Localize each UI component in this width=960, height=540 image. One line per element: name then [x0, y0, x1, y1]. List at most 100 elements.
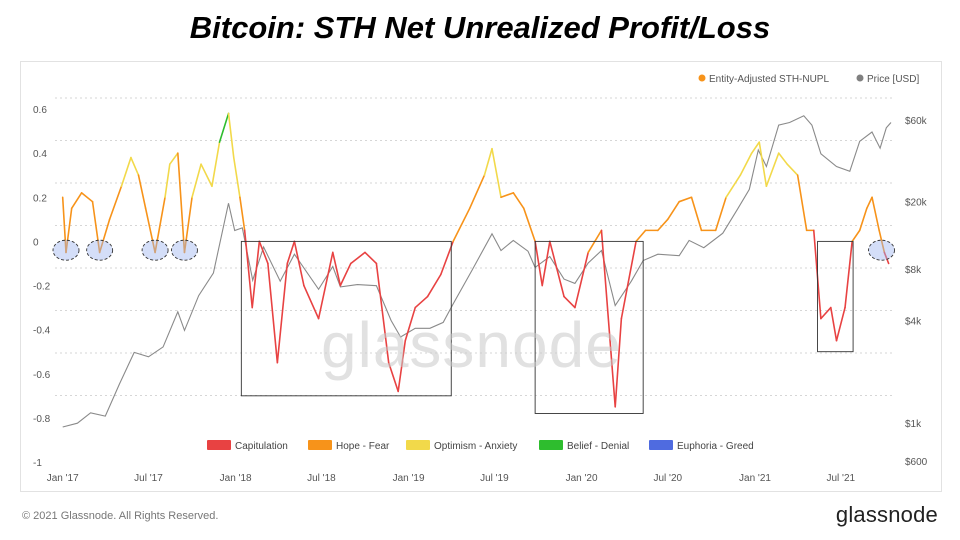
nupl-segment	[168, 152, 179, 165]
nupl-segment	[426, 273, 442, 298]
nupl-segment	[137, 174, 147, 210]
nupl-segment	[844, 240, 853, 309]
nupl-segment	[777, 152, 789, 165]
nupl-segment	[183, 196, 193, 254]
nupl-segment	[364, 251, 378, 265]
nupl-segment	[227, 112, 235, 159]
nupl-segment	[725, 174, 742, 199]
legend-top-label: Entity-Adjusted STH-NUPL	[709, 74, 829, 85]
price-line	[62, 115, 892, 428]
nupl-segment	[657, 218, 669, 232]
nupl-segment	[177, 152, 186, 254]
y-right-tick-label: $8k	[905, 265, 922, 276]
y-left-tick-label: -0.4	[33, 326, 51, 337]
nupl-segment	[239, 196, 246, 232]
highlight-circle	[171, 239, 198, 261]
nupl-segment	[796, 174, 808, 232]
y-left-tick-label: 0	[33, 237, 39, 248]
x-tick-label: Jan '18	[220, 473, 252, 484]
x-tick-label: Jan '20	[566, 473, 598, 484]
nupl-segment	[191, 163, 202, 199]
nupl-segment	[80, 192, 94, 203]
nupl-segment	[293, 240, 305, 287]
nupl-segment	[414, 295, 429, 309]
nupl-series	[61, 112, 890, 408]
nupl-segment	[339, 262, 352, 287]
legend-bottom-swatch	[308, 440, 332, 450]
highlight-circle	[868, 239, 895, 261]
nupl-segment	[830, 306, 838, 342]
nupl-segment	[65, 207, 73, 254]
legend-bottom-swatch	[539, 440, 563, 450]
y-left-tick-label: 0.6	[33, 105, 47, 116]
highlight-circle	[141, 239, 169, 261]
y-right-tick-label: $60k	[905, 116, 928, 127]
nupl-segment	[750, 141, 761, 154]
footer-logo: glassnode	[835, 502, 938, 527]
nupl-segment	[871, 196, 880, 232]
nupl-segment	[91, 200, 101, 254]
y-right-tick-label: $20k	[905, 197, 928, 208]
nupl-segment	[866, 196, 873, 210]
nupl-segment	[714, 196, 727, 232]
x-tick-label: Jul '18	[307, 473, 336, 484]
capitulation-box	[534, 240, 644, 414]
y-left-tick-label: 0.4	[33, 149, 47, 160]
nupl-segment	[218, 112, 230, 143]
legend-top-label: Price [USD]	[867, 74, 919, 85]
nupl-segment	[164, 163, 171, 199]
nupl-segment	[491, 147, 502, 199]
nupl-segment	[258, 240, 269, 265]
legend-bottom-label: Optimism - Anxiety	[434, 441, 517, 452]
footer-copyright: © 2021 Glassnode. All Rights Reserved.	[22, 510, 219, 522]
legend-bottom-swatch	[406, 440, 430, 450]
nupl-segment	[678, 196, 693, 203]
nupl-segment	[98, 218, 111, 254]
x-tick-label: Jul '21	[826, 473, 855, 484]
nupl-segment	[267, 262, 279, 364]
capitulation-boxes	[240, 240, 854, 414]
highlight-circle	[86, 239, 114, 261]
x-axis: Jan '17 Jul '17 Jan '18 Jul '18 Jan '19 Jul '…	[47, 473, 856, 484]
y-left-tick-label: -0.6	[33, 370, 51, 381]
nupl-segment	[667, 200, 680, 221]
nupl-segment	[200, 163, 213, 188]
nupl-segment	[765, 152, 780, 188]
nupl-segment	[786, 163, 799, 177]
y-axis-right: $60k $20k $8k $4k $1k $600	[905, 116, 928, 468]
x-tick-label: Jan '21	[739, 473, 771, 484]
chart-svg: 0.6 0.4 0.2 0 -0.2 -0.4 -0.6 -0.8 -1 $60k $20k $8k…	[33, 74, 928, 484]
legend-bottom-label: Belief - Denial	[567, 441, 629, 452]
nupl-segment	[500, 192, 515, 199]
nupl-segment	[61, 196, 67, 254]
nupl-segment	[858, 207, 868, 232]
nupl-segment	[211, 141, 221, 188]
y-left-tick-label: -0.2	[33, 282, 51, 293]
nupl-segment	[820, 306, 832, 320]
nupl-segment	[251, 240, 261, 309]
highlight-circles	[52, 239, 895, 261]
nupl-segment	[549, 240, 565, 298]
nupl-segment	[130, 156, 140, 177]
page-title: Bitcoin: STH Net Unrealized Profit/Loss	[189, 10, 771, 45]
nupl-segment	[878, 229, 886, 254]
nupl-segment	[883, 251, 890, 265]
nupl-segment	[739, 152, 753, 177]
y-left-tick-label: -0.8	[33, 414, 51, 425]
nupl-segment	[614, 317, 623, 408]
nupl-segment	[690, 196, 703, 232]
nupl-segment	[541, 240, 551, 287]
nupl-segment	[387, 361, 399, 393]
capitulation-box	[240, 240, 452, 397]
nupl-segment	[468, 174, 486, 210]
legend-top: Entity-Adjusted STH-NUPL Price [USD]	[698, 74, 919, 85]
x-tick-label: Jul '20	[654, 473, 683, 484]
y-right-tick-label: $1k	[905, 419, 922, 430]
x-tick-label: Jul '17	[134, 473, 163, 484]
nupl-segment	[232, 156, 241, 199]
y-right-tick-label: $600	[905, 457, 928, 468]
nupl-segment	[522, 207, 536, 243]
nupl-segment	[534, 240, 544, 287]
nupl-segment	[303, 284, 320, 320]
nupl-segment	[452, 207, 471, 243]
